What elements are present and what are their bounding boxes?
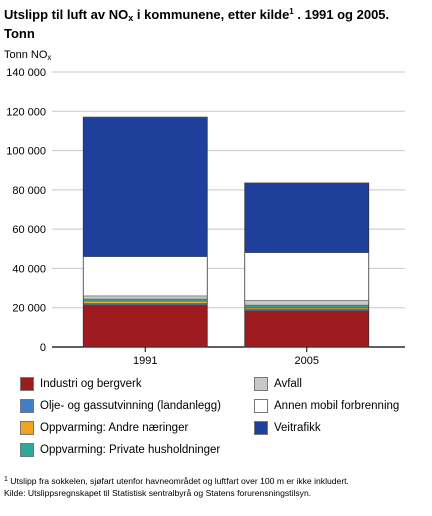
footnote-marker: 1 — [4, 476, 8, 483]
footnote-text: Utslipp fra sokkelen, sjøfart utenfor ha… — [7, 476, 349, 486]
bar-segment — [83, 117, 208, 257]
bar-segment — [244, 307, 369, 310]
unit-subscript: x — [47, 53, 52, 62]
title-footnote-marker: 1 — [289, 7, 294, 16]
bar-segment — [244, 182, 369, 253]
legend-swatch — [254, 377, 268, 391]
footnote-source: Kilde: Utslippsregnskapet til Statistisk… — [4, 488, 312, 498]
legend-swatch — [20, 421, 34, 435]
y-tick-label: 140 000 — [6, 67, 46, 79]
bar-segment — [83, 299, 208, 302]
y-tick-label: 80 000 — [12, 185, 46, 197]
title-part2: i kommunene, etter kilde — [133, 7, 290, 22]
y-tick-label: 40 000 — [12, 263, 46, 275]
legend-label: Veitrafikk — [274, 422, 321, 434]
legend-label: Oppvarming: Andre næringer — [40, 422, 189, 434]
bar-segment — [244, 252, 369, 301]
y-tick-label: 60 000 — [12, 224, 46, 236]
legend-label: Olje- og gassutvinning (landanlegg) — [40, 400, 221, 412]
x-tick-label: 2005 — [295, 355, 319, 367]
legend-swatch — [20, 443, 34, 457]
legend-label: Avfall — [274, 378, 302, 390]
legend-swatch — [20, 399, 34, 413]
stacked-bar-chart: 0 20 000 40 000 60 000 80 000 100 000 120 000 1… — [6, 67, 405, 367]
bar-segment — [83, 303, 208, 305]
legend-label: Annen mobil forbrenning — [274, 400, 400, 412]
legend-swatch — [254, 421, 268, 435]
bar-segment — [83, 295, 208, 300]
bar-segment — [244, 300, 369, 306]
y-axis-unit-label: Tonn NOx — [4, 49, 51, 62]
bar-segment — [83, 301, 208, 304]
bar-segment — [244, 309, 369, 311]
footnote-note: 1 Utslipp fra sokkelen, sjøfart utenfor … — [4, 474, 430, 487]
title-part3: . 1991 og 2005. — [293, 7, 390, 22]
footnote: 1 Utslipp fra sokkelen, sjøfart utenfor … — [4, 474, 430, 499]
unit-main: Tonn NO — [4, 49, 48, 61]
title-subscript: x — [128, 13, 134, 23]
legend-swatch — [20, 377, 34, 391]
chart-title: Utslipp til luft av NOx i kommunene, ett… — [4, 4, 428, 42]
y-tick-label: 100 000 — [6, 146, 46, 158]
bar-segment — [83, 304, 208, 347]
bar-segment — [244, 310, 369, 347]
x-tick-label: 1991 — [133, 355, 157, 367]
legend-label: Industri og bergverk — [40, 378, 142, 390]
y-tick-label: 120 000 — [6, 106, 46, 118]
legend-swatch — [254, 399, 268, 413]
title-line2: Tonn — [4, 26, 35, 41]
legend-label: Oppvarming: Private husholdninger — [40, 444, 221, 456]
title-part1: Utslipp til luft av NO — [4, 7, 129, 22]
y-tick-label: 0 — [40, 342, 46, 354]
bar-segment — [83, 256, 208, 296]
bar-segment — [244, 305, 369, 308]
y-tick-label: 20 000 — [12, 303, 46, 315]
